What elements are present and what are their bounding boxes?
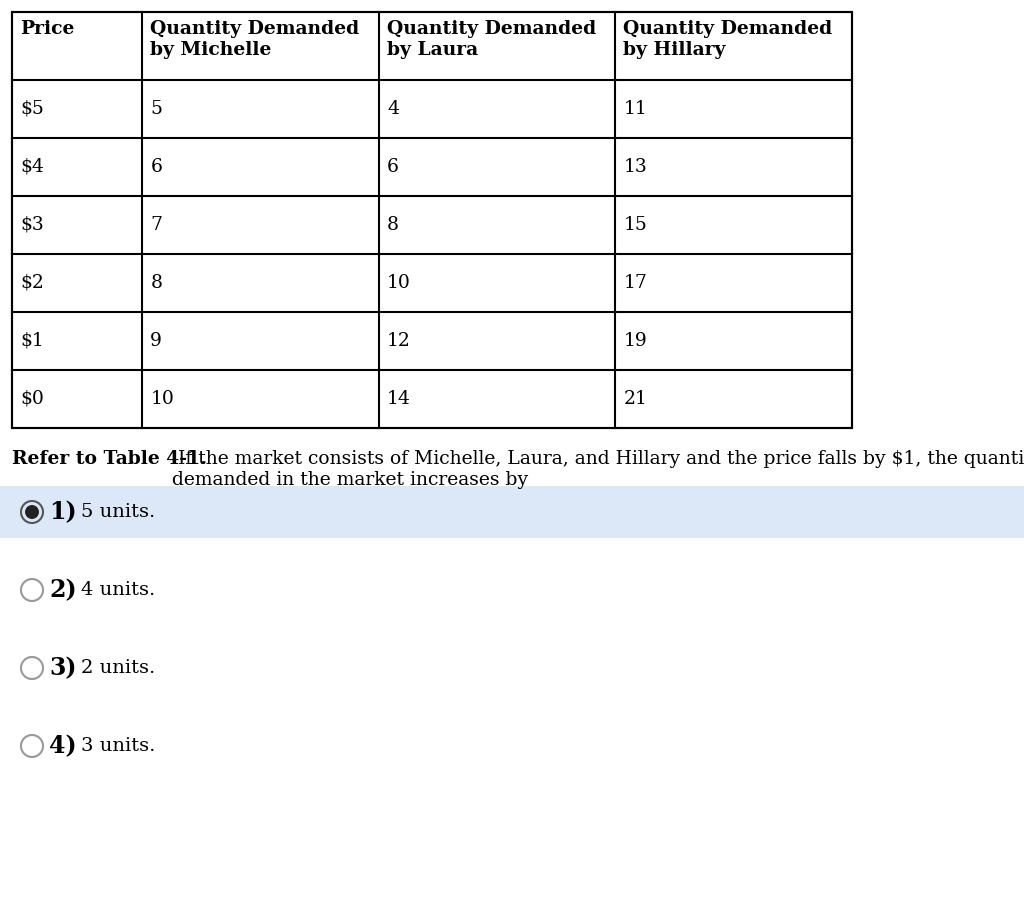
Text: 8: 8 <box>151 274 163 292</box>
Text: Price: Price <box>20 20 75 38</box>
Text: $4: $4 <box>20 158 44 176</box>
Text: 14: 14 <box>387 390 411 408</box>
Text: 15: 15 <box>624 216 647 234</box>
Text: 17: 17 <box>624 274 647 292</box>
Bar <box>12 12 852 428</box>
Text: 21: 21 <box>624 390 647 408</box>
Text: Quantity Demanded
by Michelle: Quantity Demanded by Michelle <box>151 20 359 59</box>
Text: 11: 11 <box>624 100 647 118</box>
Text: 5: 5 <box>151 100 163 118</box>
Text: $0: $0 <box>20 390 44 408</box>
Text: 10: 10 <box>151 390 174 408</box>
Text: 4: 4 <box>387 100 399 118</box>
Text: 8: 8 <box>387 216 399 234</box>
Text: If the market consists of Michelle, Laura, and Hillary and the price falls by $1: If the market consists of Michelle, Laur… <box>172 450 1024 489</box>
Text: $3: $3 <box>20 216 44 234</box>
Text: 4): 4) <box>49 734 77 758</box>
Text: 6: 6 <box>151 158 162 176</box>
Text: 5 units.: 5 units. <box>81 503 156 521</box>
Bar <box>0 486 1024 538</box>
Text: 13: 13 <box>624 158 647 176</box>
Text: Quantity Demanded
by Laura: Quantity Demanded by Laura <box>387 20 596 59</box>
Text: 2): 2) <box>49 578 77 602</box>
Text: 3 units.: 3 units. <box>81 737 156 755</box>
Text: $2: $2 <box>20 274 44 292</box>
Text: 9: 9 <box>151 332 162 350</box>
Text: $1: $1 <box>20 332 44 350</box>
Text: 4 units.: 4 units. <box>81 581 156 599</box>
Text: 3): 3) <box>49 656 77 680</box>
Text: 19: 19 <box>624 332 647 350</box>
Text: 7: 7 <box>151 216 163 234</box>
Text: Refer to Table 4-1.: Refer to Table 4-1. <box>12 450 207 468</box>
Text: $5: $5 <box>20 100 44 118</box>
Circle shape <box>25 505 39 519</box>
Text: 1): 1) <box>49 500 77 524</box>
Text: 10: 10 <box>387 274 411 292</box>
Text: 2 units.: 2 units. <box>81 659 156 677</box>
Text: 12: 12 <box>387 332 411 350</box>
Text: 6: 6 <box>387 158 398 176</box>
Text: Quantity Demanded
by Hillary: Quantity Demanded by Hillary <box>624 20 833 59</box>
